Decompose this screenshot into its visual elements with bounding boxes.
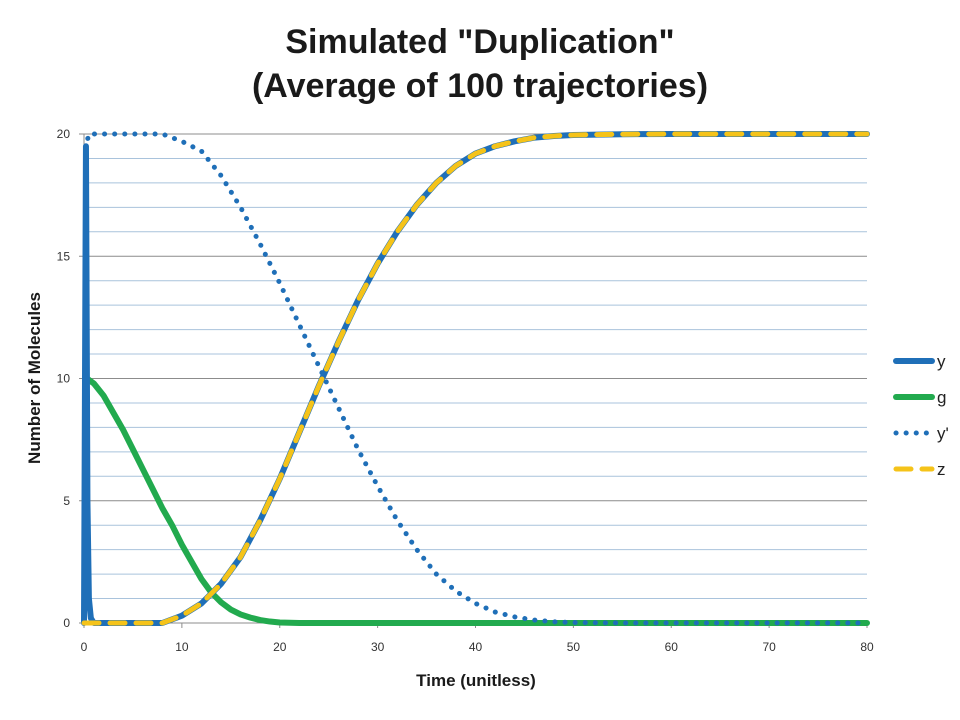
x-tick-label: 10 [175,640,189,654]
series-line-g [83,375,870,626]
x-tick-label: 60 [665,640,679,654]
x-tick-label: 70 [762,640,776,654]
x-tick-label: 20 [273,640,287,654]
x-tick-label: 0 [81,640,88,654]
y-tick-label: 15 [57,249,71,263]
chart-title-block: Simulated "Duplication" (Average of 100 … [0,20,960,108]
chart-subtitle: (Average of 100 trajectories) [251,67,709,105]
chart-title: Simulated "Duplication" [285,23,675,61]
y-tick-label: 5 [63,494,70,508]
y-tick-label: 0 [63,616,70,630]
series-line-z [81,131,870,626]
x-tick-label: 30 [371,640,385,654]
x-tick-label: 40 [469,640,483,654]
legend-label: z [937,460,946,479]
legend-label: y' [937,424,949,443]
grid-lines [84,133,867,600]
x-axis-title: Time (unitless) [416,671,536,690]
x-tick-label: 50 [567,640,581,654]
y-tick-label: 10 [57,372,71,386]
x-tick-label: 80 [860,640,874,654]
legend: yg y' z [893,352,949,479]
legend-label: g [937,388,946,407]
tick-labels: 0 10 20 30 40 50 60 70 80 0 5 10 15 20 [57,127,874,654]
y-tick-label: 20 [57,127,71,141]
legend-label: y [937,352,946,371]
series-lines [81,131,870,626]
series-line-y-prime [81,131,870,626]
y-axis-title: Number of Molecules [25,292,44,464]
axes [79,133,868,628]
